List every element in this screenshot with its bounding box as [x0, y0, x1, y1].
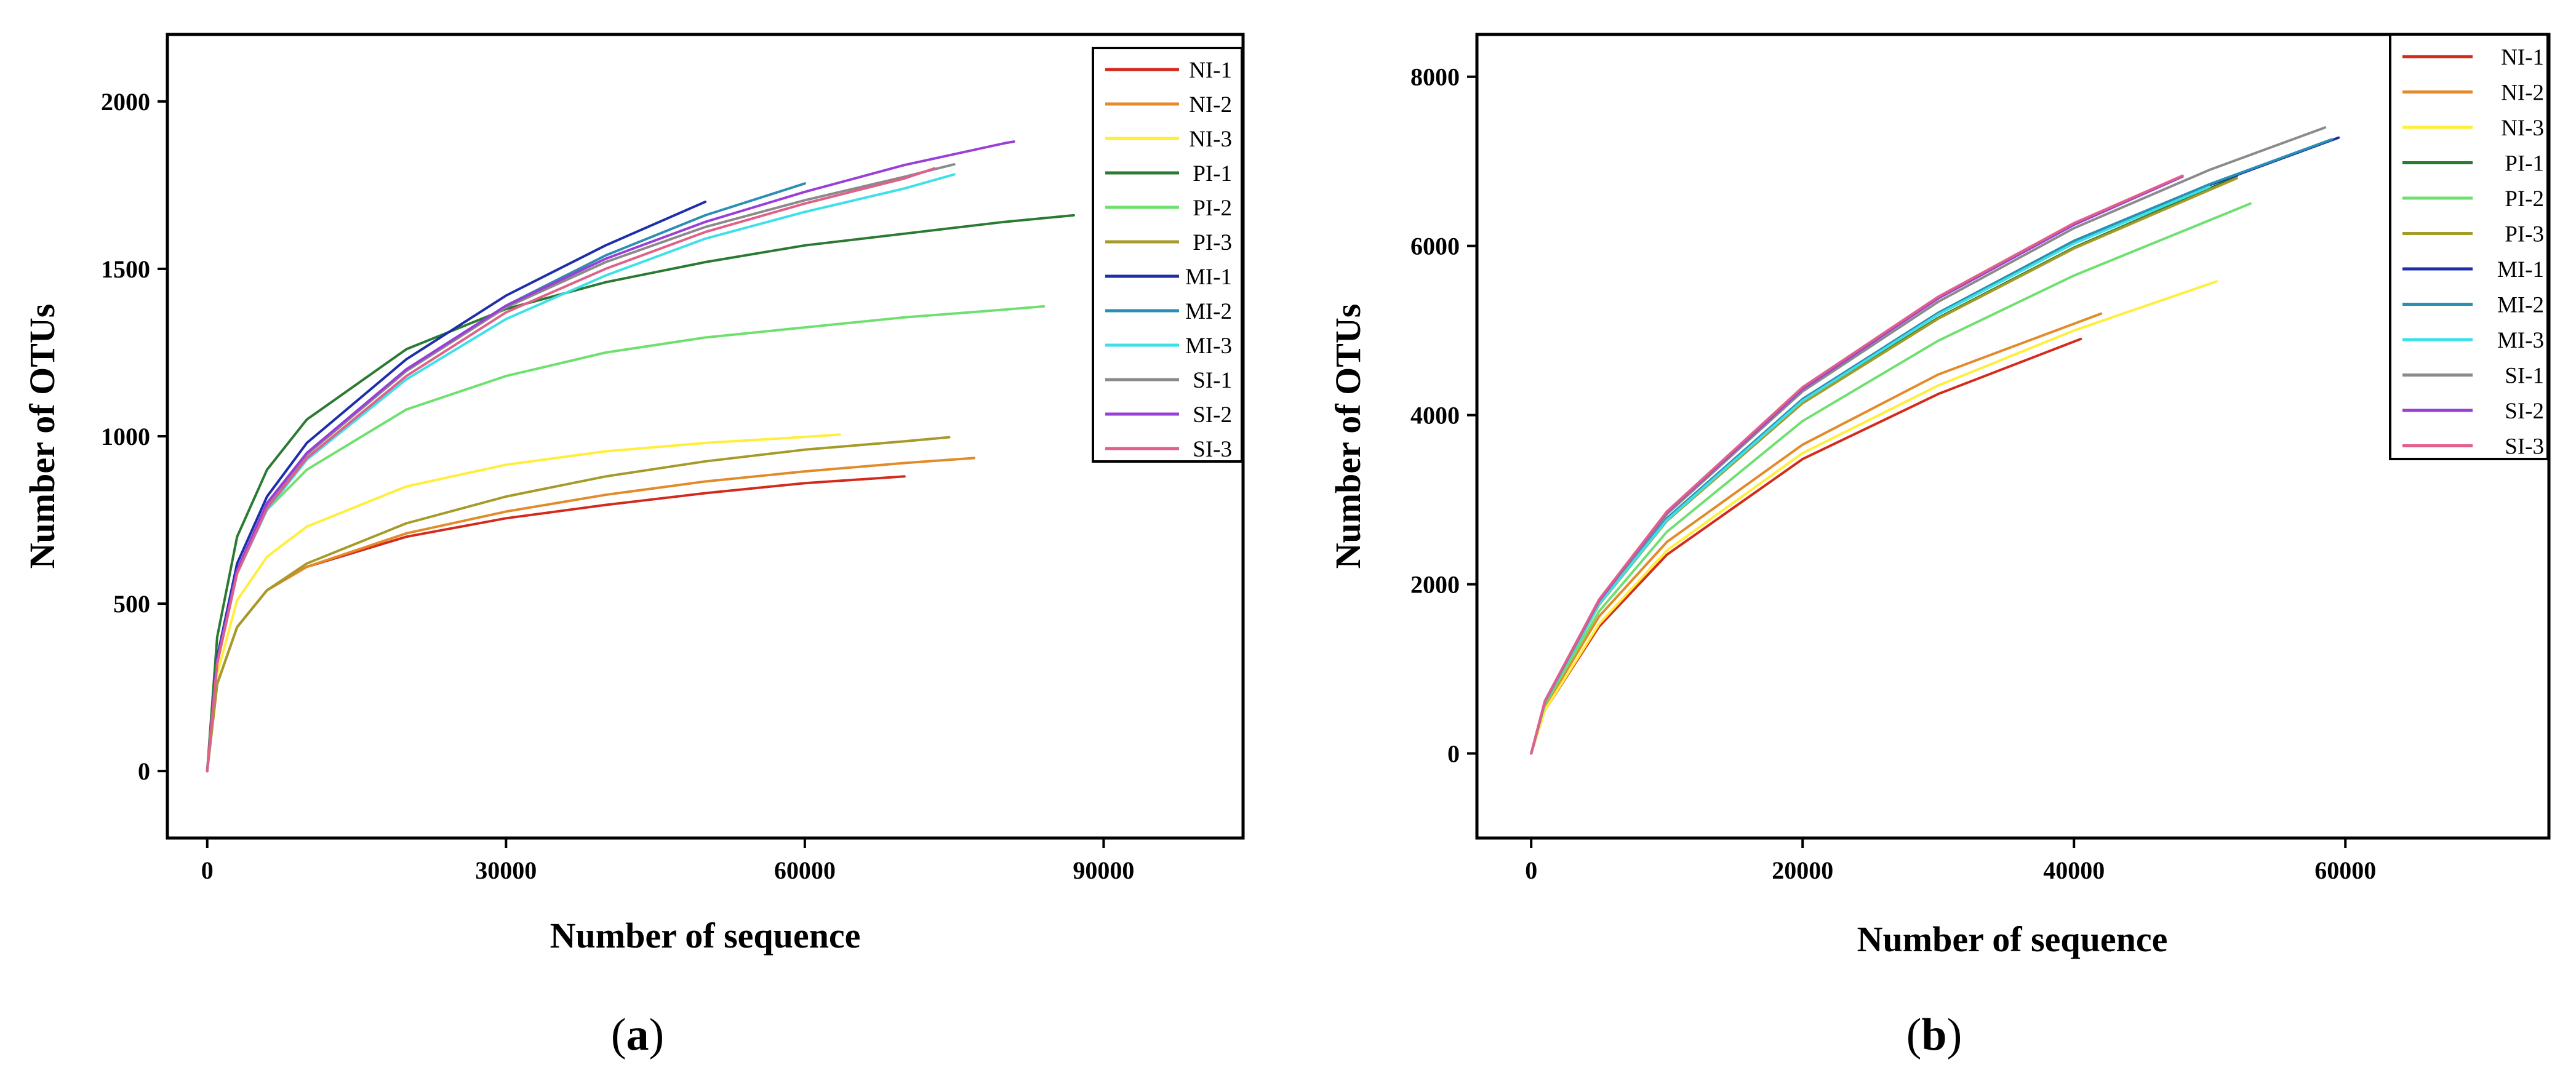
legend-label: SI-1 [2505, 364, 2544, 389]
series-line-si-3 [206, 167, 936, 773]
series-line-ni-3 [1530, 280, 2218, 755]
legend-box [1092, 47, 1243, 463]
legend: NI-1 NI-2 NI-3 PI-1 PI-2 PI-3 MI-1 MI-2 MI-3 SI-1… [1092, 47, 1243, 463]
y-axis-label: Number of OTUs [1328, 304, 1368, 569]
series-line-pi-2 [1530, 202, 2252, 755]
x-tick-label: 60000 [2314, 856, 2376, 884]
legend-label: SI-3 [2505, 434, 2544, 460]
caption-close-paren: ) [1947, 1010, 1962, 1060]
legend-label: NI-2 [1189, 92, 1232, 118]
x-tick-label: 60000 [774, 856, 836, 884]
legend-label: MI-1 [1185, 265, 1232, 290]
legend-label: PI-3 [2505, 222, 2544, 247]
x-tick-label: 90000 [1073, 856, 1134, 884]
series-line-pi-1 [206, 214, 1075, 773]
x-axis: 0 20000 40000 60000 [1525, 838, 2376, 884]
caption-letter: b [1921, 1010, 1946, 1060]
y-tick-label: 2000 [1410, 571, 1460, 599]
y-tick-label: 4000 [1410, 402, 1460, 429]
x-tick-label: 0 [1525, 856, 1537, 884]
legend-label: MI-2 [2497, 293, 2544, 318]
y-tick-label: 8000 [1410, 63, 1460, 91]
series-lines [206, 140, 1075, 773]
x-axis-label: Number of sequence [1857, 919, 2168, 959]
x-axis: 0 30000 60000 90000 [201, 838, 1134, 884]
series-line-si-3 [1530, 174, 2184, 755]
series-line-si-2 [206, 140, 1015, 773]
legend-label: SI-2 [2505, 399, 2544, 424]
x-tick-label: 0 [201, 856, 214, 884]
legend-label: PI-3 [1193, 230, 1232, 255]
legend-label: PI-1 [2505, 151, 2544, 177]
legend-label: PI-2 [1193, 196, 1232, 221]
y-tick-label: 6000 [1410, 233, 1460, 260]
legend-label: MI-2 [1185, 299, 1232, 324]
y-axis-label: Number of OTUs [22, 304, 62, 569]
legend-label: PI-1 [1193, 161, 1232, 186]
legend: NI-1 NI-2 NI-3 PI-1 PI-2 PI-3 MI-1 MI-2 MI-3 SI-1… [2389, 33, 2549, 460]
legend-label: PI-2 [2505, 186, 2544, 212]
legend-label: NI-3 [2501, 116, 2544, 141]
y-tick-label: 2000 [101, 88, 150, 116]
y-axis: 0 500 1000 1500 2000 [101, 88, 167, 785]
y-tick-label: 500 [113, 590, 150, 618]
legend-box [2389, 33, 2549, 460]
y-tick-label: 1000 [101, 423, 150, 450]
legend-label: NI-1 [1189, 58, 1232, 83]
caption-open-paren: ( [611, 1010, 626, 1060]
x-tick-label: 40000 [2043, 856, 2105, 884]
legend-label: NI-3 [1189, 127, 1232, 152]
series-line-ni-3 [206, 433, 841, 773]
x-axis-label: Number of sequence [550, 916, 861, 956]
y-tick-label: 0 [1447, 740, 1460, 768]
legend-label: MI-1 [2497, 257, 2544, 282]
legend-label: MI-3 [1185, 333, 1232, 359]
legend-label: SI-3 [1193, 437, 1232, 462]
caption-open-paren: ( [1906, 1010, 1922, 1060]
legend-label: SI-2 [1193, 402, 1232, 428]
y-tick-label: 1500 [101, 255, 150, 283]
x-tick-label: 30000 [475, 856, 537, 884]
legend-label: SI-1 [1193, 368, 1232, 393]
y-axis: 0 2000 4000 6000 8000 [1410, 63, 1477, 768]
series-lines [1530, 126, 2340, 755]
panel-label-b: (b) [1906, 1010, 1962, 1060]
x-tick-label: 20000 [1772, 856, 1833, 884]
caption-letter: a [626, 1010, 649, 1060]
panel-label-a: (a) [611, 1010, 664, 1060]
legend-label: NI-1 [2501, 45, 2544, 70]
legend-label: MI-3 [2497, 328, 2544, 353]
caption-close-paren: ) [649, 1010, 665, 1060]
series-line-pi-3 [206, 436, 951, 773]
y-tick-label: 0 [138, 757, 150, 785]
legend-label: NI-2 [2501, 81, 2544, 106]
